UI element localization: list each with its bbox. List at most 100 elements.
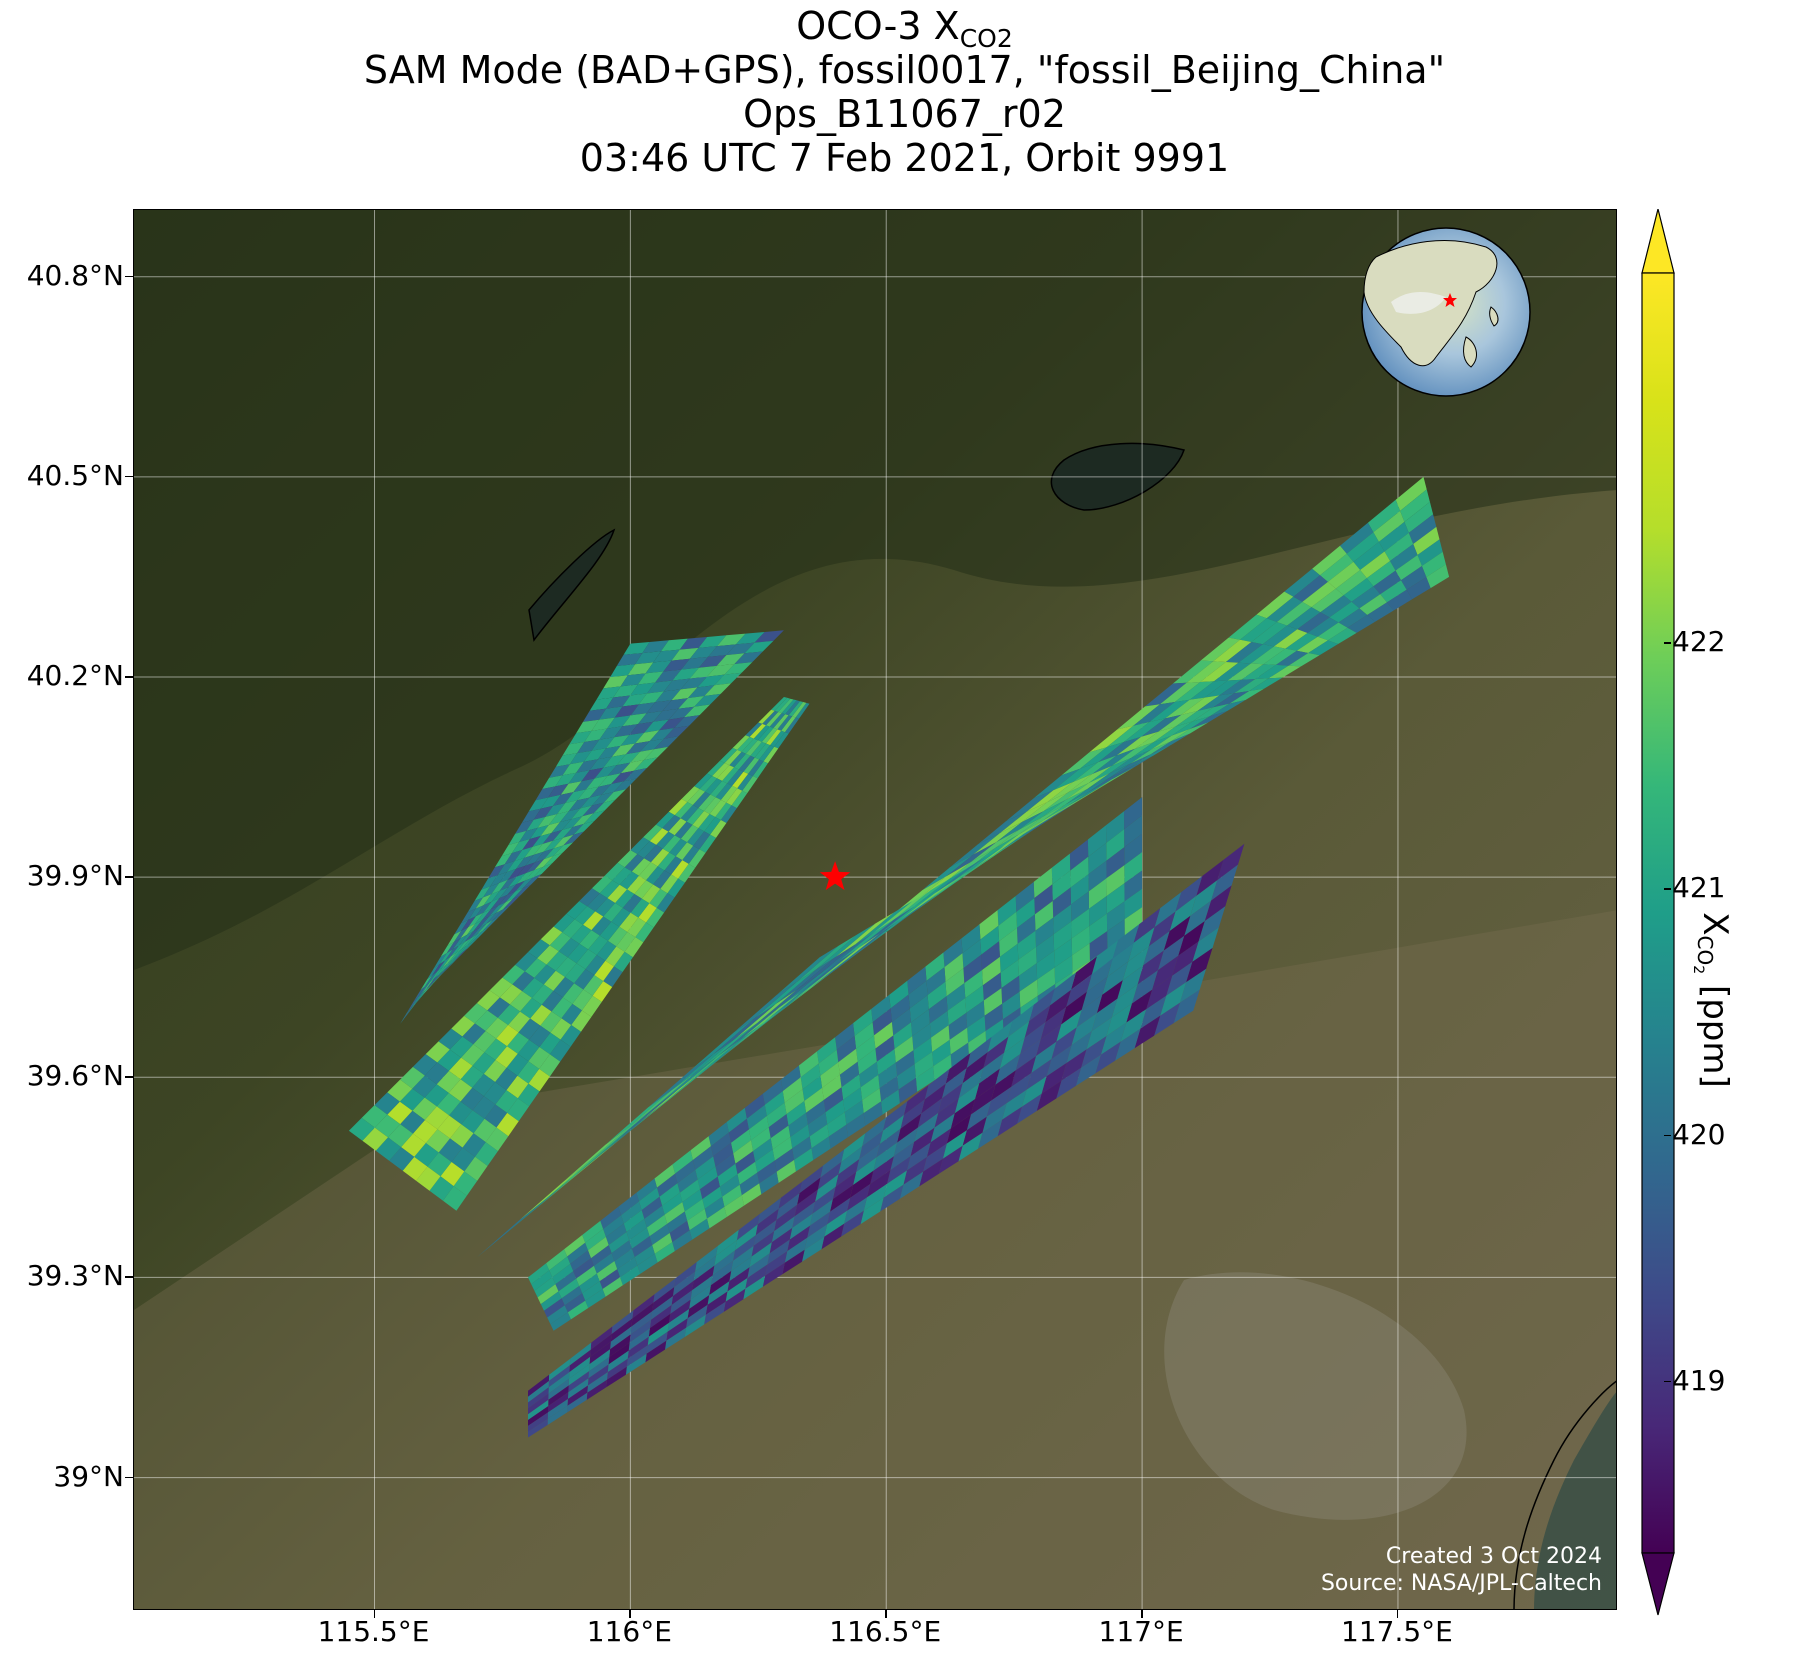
- xco2-sounding: [699, 776, 718, 792]
- xco2-sounding: [647, 1322, 669, 1346]
- xco2-sounding: [890, 1142, 915, 1171]
- xco2-sounding: [610, 664, 636, 678]
- xco2-sounding: [603, 754, 626, 768]
- globe-target-marker: [1443, 293, 1457, 307]
- xco2-sounding: [1163, 915, 1191, 951]
- xco2-sounding: [1186, 661, 1226, 683]
- xco2-sounding: [569, 750, 592, 765]
- xco2-sounding: [1045, 989, 1071, 1023]
- xco2-sounding: [982, 972, 1002, 1001]
- xco2-sounding: [811, 1136, 831, 1161]
- xco2-sounding: [1109, 754, 1151, 778]
- xco2-sounding: [1019, 963, 1038, 992]
- xco2-sounding: [495, 1090, 518, 1113]
- xco2-sounding: [1157, 935, 1185, 971]
- xco2-sounding: [1276, 650, 1309, 666]
- xco2-sounding: [457, 941, 473, 956]
- xco2-sounding: [571, 805, 592, 820]
- xco2-sounding: [589, 697, 614, 711]
- xco2-sounding: [1390, 544, 1418, 571]
- xco2-sounding: [1197, 693, 1235, 711]
- xco2-sounding: [690, 1033, 752, 1083]
- xco2-sounding: [1075, 1054, 1101, 1086]
- xco2-sounding: [687, 1295, 710, 1319]
- xco2-sounding: [757, 1197, 781, 1225]
- xco2-sounding: [540, 1291, 562, 1311]
- xco2-sounding: [599, 1269, 620, 1289]
- xco2-sounding: [954, 1083, 980, 1114]
- xco2-sounding: [822, 1074, 842, 1100]
- xco2-sounding: [726, 788, 743, 806]
- xco2-sounding: [467, 897, 483, 913]
- xco2-sounding: [651, 1296, 673, 1320]
- xco2-sounding: [427, 964, 440, 980]
- xco2-sounding: [1378, 521, 1409, 552]
- xco2-sounding: [668, 799, 688, 816]
- xco2-sounding: [474, 1010, 498, 1031]
- marker-layer: [819, 861, 851, 891]
- xco2-sounding: [454, 919, 469, 935]
- xco2-sounding: [766, 1102, 787, 1128]
- xco2-sounding: [737, 773, 753, 791]
- xco2-sounding: [702, 1186, 723, 1209]
- xco2-sounding: [605, 946, 625, 967]
- xco2-sounding: [1184, 900, 1211, 936]
- xco2-sounding: [494, 853, 512, 868]
- xco2-sounding: [549, 932, 571, 952]
- xco2-sounding: [607, 1358, 628, 1380]
- xco2-sounding: [943, 938, 963, 968]
- xco2-sounding: [475, 894, 492, 909]
- xco2-sounding: [1056, 1009, 1082, 1042]
- xco2-sounding: [443, 1186, 467, 1211]
- xco2-sounding: [574, 906, 596, 925]
- colorbar-tick-label: 420: [1672, 1117, 1726, 1151]
- map-panel[interactable]: Created 3 Oct 2024 Source: NASA/JPL-Calt…: [133, 209, 1617, 1610]
- xco2-sounding: [565, 789, 586, 804]
- xco2-sounding: [1086, 1017, 1112, 1050]
- xco2-sounding: [516, 854, 534, 869]
- xco2-sounding: [1171, 716, 1210, 736]
- xco2-sounding: [627, 662, 654, 676]
- xco2-sounding: [946, 842, 997, 877]
- xco2-sounding: [1117, 704, 1160, 730]
- xco2-sounding: [543, 970, 565, 991]
- xco2-sounding: [758, 709, 775, 724]
- xco2-sounding: [833, 929, 890, 971]
- xco2-sounding: [688, 849, 706, 868]
- xco2-sounding: [618, 1192, 639, 1216]
- xco2-sounding: [1154, 892, 1182, 928]
- xco2-sounding: [958, 1068, 984, 1099]
- xco2-sounding: [476, 920, 493, 935]
- xco2-sounding: [1308, 640, 1339, 656]
- xco2-sounding: [516, 870, 535, 885]
- xco2-sounding: [733, 1140, 753, 1164]
- credit-created: Created 3 Oct 2024: [1385, 1544, 1602, 1569]
- xco2-sounding: [727, 1267, 750, 1292]
- xco2-sounding: [582, 1220, 604, 1243]
- xco2-sounding: [726, 1107, 747, 1133]
- xco2-sounding: [667, 1211, 688, 1233]
- xco2-sounding: [642, 640, 669, 654]
- xco2-sounding: [820, 1149, 845, 1178]
- xco2-sounding: [1268, 665, 1301, 679]
- xco2-sounding: [528, 1263, 550, 1285]
- xco2-sounding: [432, 960, 446, 976]
- xco2-sounding: [528, 1068, 550, 1092]
- xco2-sounding: [863, 1183, 887, 1211]
- xco2-sounding: [714, 1240, 737, 1266]
- xco2-sounding: [859, 1130, 883, 1160]
- xco2-sounding: [1046, 792, 1092, 821]
- xco2-sounding: [1111, 755, 1153, 780]
- xco2-sounding: [766, 729, 782, 746]
- xco2-sounding: [654, 736, 679, 750]
- xco2-sounding: [1353, 541, 1385, 570]
- xco2-sounding: [709, 1271, 732, 1296]
- xco2-sounding: [611, 743, 636, 757]
- xco2-sounding: [533, 863, 553, 878]
- xco2-sounding: [607, 715, 631, 729]
- tianjin-urban: [1164, 1272, 1467, 1520]
- xco2-sounding: [735, 1224, 758, 1251]
- xco2-sounding: [695, 1246, 718, 1272]
- xco2-sounding: [387, 1079, 413, 1102]
- xco2-sounding: [1234, 678, 1269, 694]
